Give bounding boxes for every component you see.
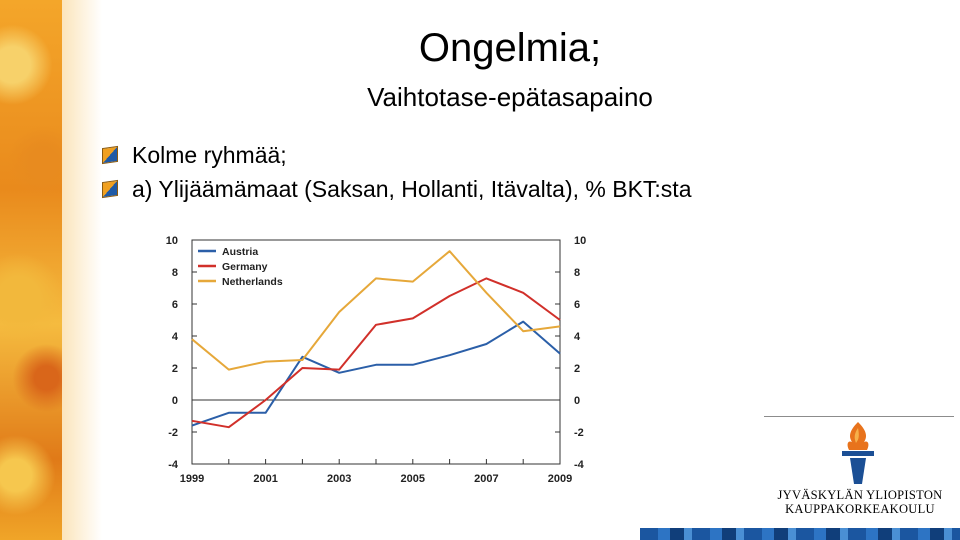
series-line-germany (191, 277, 561, 429)
legend-label: Germany (222, 261, 268, 273)
series-line-austria (191, 320, 561, 427)
x-tick-label: 1999 (180, 473, 204, 485)
y-tick-label-right: 0 (574, 395, 580, 407)
x-tick-label: 2001 (253, 473, 277, 485)
x-tick-label: 2005 (401, 473, 425, 485)
y-tick-label-right: 8 (574, 267, 580, 279)
y-tick-label-left: 0 (172, 395, 178, 407)
autumn-leaf-decoration (0, 0, 62, 540)
plot-frame (191, 239, 561, 465)
bottom-decoration-bar (640, 528, 960, 540)
y-tick-label-left: 6 (172, 299, 178, 311)
logo-school-name: KAUPPAKORKEAKOULU (785, 502, 935, 516)
y-tick-label-right: 10 (574, 235, 586, 247)
cube-bullet-icon (102, 145, 118, 165)
current-account-line-chart: -4 -4 -2 -2 0 0 2 2 4 4 6 6 8 8 10 10 1999 2001 2003 2005 20… (166, 235, 587, 485)
bullet-item: a) Ylijäämämaat (Saksan, Hollanti, Itäva… (102, 172, 691, 206)
y-tick-label-right: -4 (574, 459, 585, 471)
logo-divider (764, 416, 954, 417)
x-tick-label: 2003 (327, 473, 351, 485)
logo-university-name: JYVÄSKYLÄN YLIOPISTON (777, 488, 943, 502)
slide-subtitle: Vaihtotase-epätasapaino (367, 82, 653, 112)
x-tick-label: 2009 (548, 473, 572, 485)
series-line-netherlands (191, 250, 561, 371)
y-tick-label-left: 2 (172, 363, 178, 375)
y-tick-label-left: -2 (168, 427, 178, 439)
torch-logo-icon (842, 422, 874, 484)
slide-title: Ongelmia; (418, 26, 602, 70)
legend-label: Austria (222, 246, 258, 258)
y-tick-label-left: 8 (172, 267, 178, 279)
legend-label: Netherlands (222, 276, 283, 288)
bullet-text: a) Ylijäämämaat (Saksan, Hollanti, Itäva… (132, 176, 692, 202)
y-tick-label-right: -2 (574, 427, 584, 439)
y-tick-label-right: 4 (574, 331, 581, 343)
y-tick-label-left: -4 (168, 459, 179, 471)
cube-bullet-icon (102, 179, 118, 199)
y-tick-label-right: 6 (574, 299, 580, 311)
x-tick-label: 2007 (474, 473, 498, 485)
y-tick-label-left: 10 (166, 235, 178, 247)
decoration-fade (62, 0, 102, 540)
bullet-list: Kolme ryhmää; a) Ylijäämämaat (Saksan, H… (102, 138, 691, 206)
y-tick-label-left: 4 (172, 331, 179, 343)
bullet-text: Kolme ryhmää; (132, 142, 287, 168)
y-tick-label-right: 2 (574, 363, 580, 375)
bullet-item: Kolme ryhmää; (102, 138, 691, 172)
